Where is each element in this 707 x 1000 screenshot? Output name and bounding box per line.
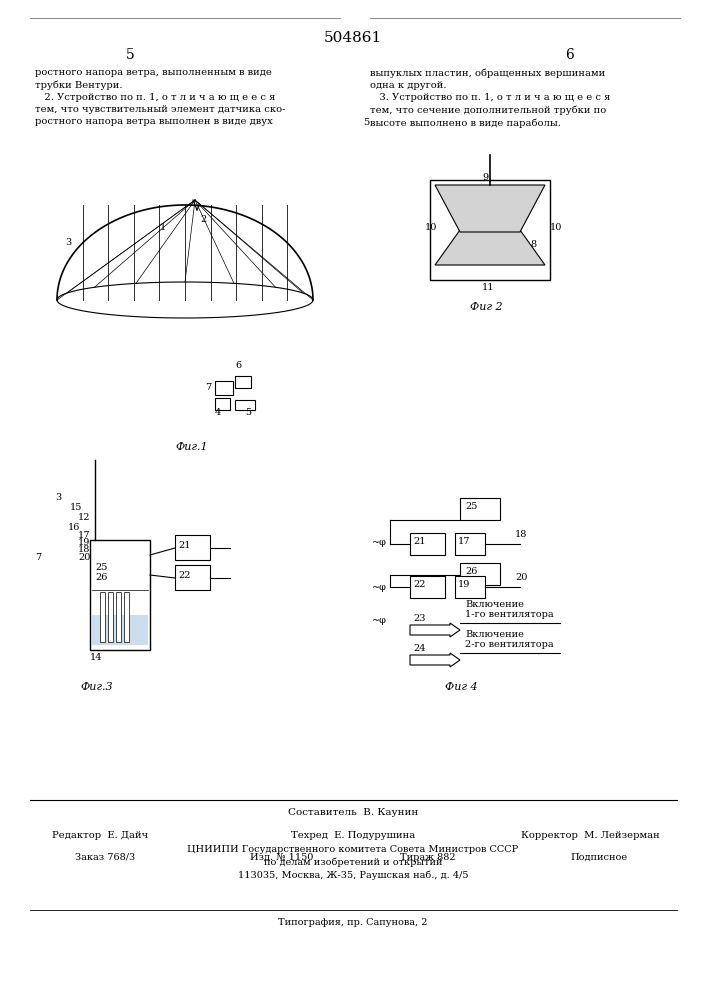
Bar [455,533,485,555]
Bar [410,533,445,555]
Bar [100,592,105,642]
Text: 23: 23 [413,614,426,623]
Text: ростного напора ветра, выполненным в виде
трубки Вентури.
   2. Устройство по п.: ростного напора ветра, выполненным в вид… [35,68,286,126]
Text: Редактор  Е. Дайч: Редактор Е. Дайч [52,831,148,840]
Text: Заказ 768/3: Заказ 768/3 [75,853,135,862]
Text: 20: 20 [78,553,90,562]
FancyBboxPatch shape [235,376,251,388]
Bar [410,576,445,598]
Bar [116,592,121,642]
Text: 17: 17 [78,531,90,540]
Text: Фиг.1: Фиг.1 [175,442,208,452]
Text: ~φ: ~φ [372,538,387,547]
Text: 20: 20 [515,573,527,582]
Text: ЦНИИПИ Государственного комитета Совета Министров СССР
по делам изобретений и от: ЦНИИПИ Государственного комитета Совета … [187,844,519,880]
Text: Подписное: Подписное [570,853,627,862]
Text: 14: 14 [90,653,103,662]
Text: 21: 21 [178,541,190,550]
Text: 26: 26 [95,573,107,582]
Text: 2: 2 [200,215,206,224]
Text: 3: 3 [65,238,71,247]
Text: 24: 24 [413,644,426,653]
Text: 19: 19 [458,580,470,589]
FancyArrow shape [410,653,460,667]
Bar [175,535,210,560]
Text: Корректор  М. Лейзерман: Корректор М. Лейзерман [520,831,660,840]
Text: 504861: 504861 [324,31,382,45]
Text: Тираж 882: Тираж 882 [400,853,455,862]
Bar [124,592,129,642]
Text: Включение
2-го вентилятора: Включение 2-го вентилятора [465,630,554,649]
Text: ~φ: ~φ [372,616,387,625]
Text: 5: 5 [363,118,369,127]
Text: 18: 18 [78,545,90,554]
Bar [460,563,500,585]
Text: 15: 15 [70,503,83,512]
Text: 22: 22 [178,571,190,580]
Text: 16: 16 [68,523,81,532]
Text: Изд. № 1150: Изд. № 1150 [250,853,313,862]
Text: 7: 7 [205,383,211,392]
Text: Техред  Е. Подурушина: Техред Е. Подурушина [291,831,415,840]
Text: 21: 21 [413,537,426,546]
Text: 18: 18 [515,530,527,539]
FancyBboxPatch shape [215,381,233,395]
FancyBboxPatch shape [215,398,230,410]
Text: Типография, пр. Сапунова, 2: Типография, пр. Сапунова, 2 [279,918,428,927]
Text: 6: 6 [235,361,241,370]
Text: Фиг.3: Фиг.3 [80,682,112,692]
Bar [90,540,150,650]
Bar [430,180,550,280]
Text: 25: 25 [95,563,107,572]
Text: 8: 8 [530,240,536,249]
Text: 25: 25 [465,502,477,511]
Text: 19: 19 [78,538,90,547]
Bar [92,615,148,645]
FancyBboxPatch shape [235,400,255,410]
Text: Фиг 4: Фиг 4 [445,682,478,692]
Text: Фиг 2: Фиг 2 [470,302,503,312]
Text: Включение
1-го вентилятора: Включение 1-го вентилятора [465,600,554,619]
Polygon shape [435,230,545,265]
Text: 3: 3 [55,493,62,502]
Text: 9: 9 [482,173,488,182]
Text: 6: 6 [566,48,574,62]
Text: ~φ: ~φ [372,583,387,592]
Text: 26: 26 [465,567,477,576]
Text: 22: 22 [413,580,426,589]
Text: 4: 4 [215,408,221,417]
FancyArrow shape [410,623,460,637]
Polygon shape [435,185,545,232]
Text: 10: 10 [550,223,562,232]
Text: выпуклых пластин, обращенных вершинами
одна к другой.
   3. Устройство по п. 1, : выпуклых пластин, обращенных вершинами о… [370,68,610,128]
Text: 5: 5 [245,408,251,417]
Text: Составитель  В. Каунин: Составитель В. Каунин [288,808,418,817]
Bar [175,565,210,590]
Text: 11: 11 [482,283,494,292]
Bar [108,592,113,642]
Text: 17: 17 [458,537,470,546]
Bar [460,498,500,520]
Text: 5: 5 [126,48,134,62]
Text: 1: 1 [160,223,166,232]
Text: 7: 7 [35,553,41,562]
Text: 12: 12 [78,513,90,522]
Bar [455,576,485,598]
Text: 10: 10 [425,223,438,232]
